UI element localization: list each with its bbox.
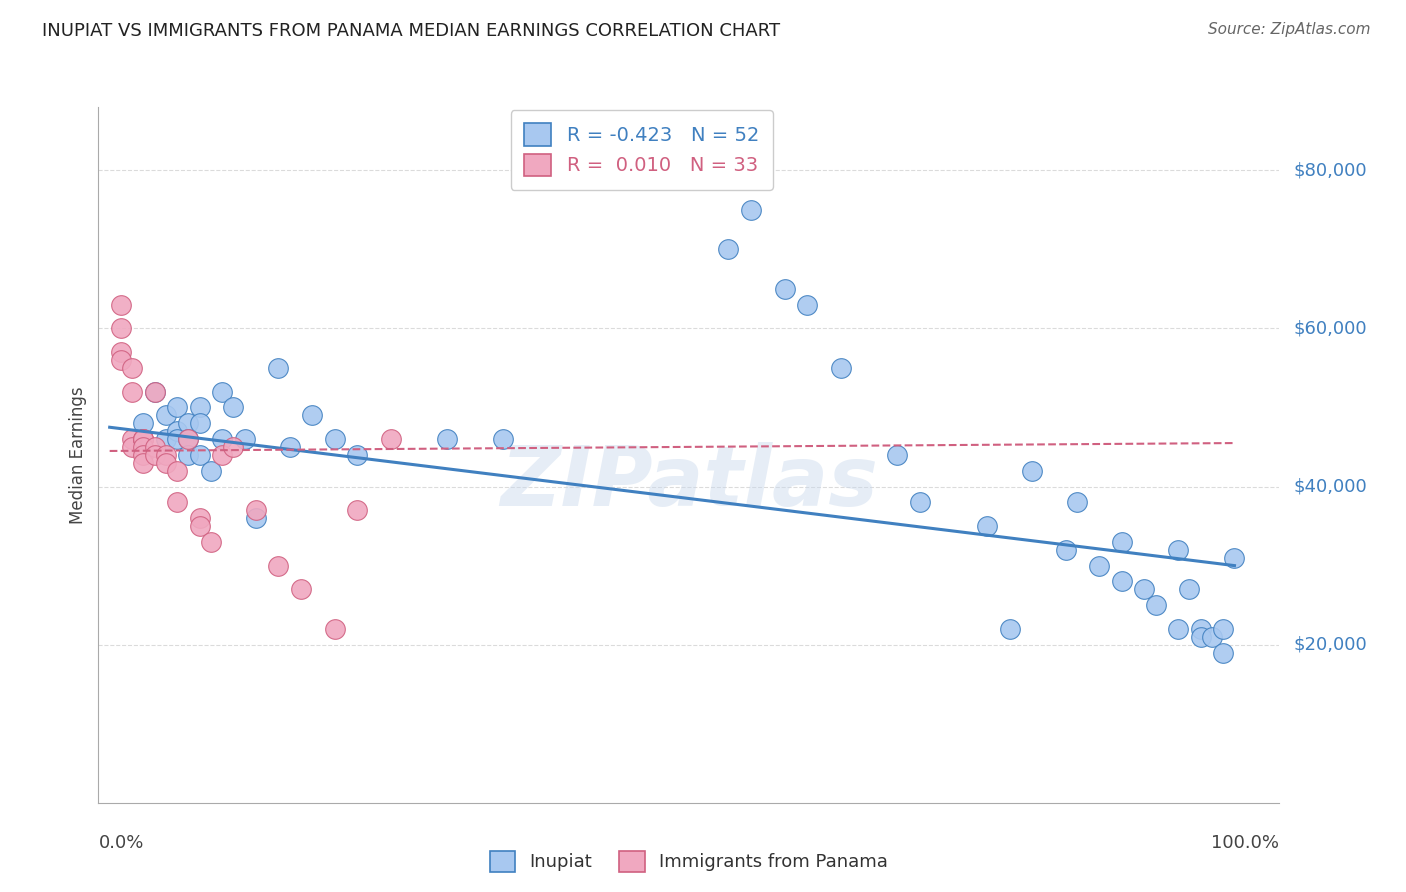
Point [211, 448, 233, 462]
Point [110, 321, 132, 335]
Point [1144, 598, 1167, 612]
Point [132, 432, 155, 446]
Point [323, 432, 346, 446]
Point [1212, 646, 1234, 660]
Point [166, 432, 188, 446]
Point [155, 456, 177, 470]
Text: 100.0%: 100.0% [1212, 834, 1279, 852]
Point [155, 409, 177, 423]
Point [132, 417, 155, 431]
Point [998, 622, 1021, 636]
Point [976, 519, 998, 533]
Point [177, 432, 200, 446]
Point [143, 384, 166, 399]
Point [245, 503, 267, 517]
Point [166, 424, 188, 438]
Point [121, 440, 143, 454]
Text: $80,000: $80,000 [1294, 161, 1367, 179]
Point [1201, 630, 1223, 644]
Point [830, 361, 852, 376]
Point [188, 519, 211, 533]
Text: INUPIAT VS IMMIGRANTS FROM PANAMA MEDIAN EARNINGS CORRELATION CHART: INUPIAT VS IMMIGRANTS FROM PANAMA MEDIAN… [42, 22, 780, 40]
Y-axis label: Median Earnings: Median Earnings [69, 386, 87, 524]
Point [773, 282, 796, 296]
Point [1189, 622, 1212, 636]
Text: Source: ZipAtlas.com: Source: ZipAtlas.com [1208, 22, 1371, 37]
Point [1088, 558, 1111, 573]
Point [1111, 574, 1133, 589]
Point [132, 440, 155, 454]
Point [1167, 542, 1189, 557]
Point [222, 401, 245, 415]
Point [121, 384, 143, 399]
Point [166, 464, 188, 478]
Point [1178, 582, 1201, 597]
Point [492, 432, 515, 446]
Point [132, 432, 155, 446]
Point [1189, 630, 1212, 644]
Point [1223, 550, 1246, 565]
Point [166, 495, 188, 509]
Point [908, 495, 931, 509]
Point [1133, 582, 1156, 597]
Text: $40,000: $40,000 [1294, 477, 1367, 496]
Point [380, 432, 402, 446]
Point [1054, 542, 1077, 557]
Point [143, 384, 166, 399]
Point [301, 409, 323, 423]
Point [211, 432, 233, 446]
Point [132, 432, 155, 446]
Point [740, 202, 762, 217]
Point [200, 464, 222, 478]
Point [222, 440, 245, 454]
Point [177, 448, 200, 462]
Point [346, 448, 368, 462]
Point [132, 456, 155, 470]
Point [110, 345, 132, 359]
Point [267, 361, 290, 376]
Point [177, 432, 200, 446]
Point [200, 535, 222, 549]
Point [188, 448, 211, 462]
Point [211, 384, 233, 399]
Point [110, 298, 132, 312]
Point [121, 361, 143, 376]
Point [436, 432, 458, 446]
Point [278, 440, 301, 454]
Point [1111, 535, 1133, 549]
Point [188, 401, 211, 415]
Text: $60,000: $60,000 [1294, 319, 1367, 337]
Point [346, 503, 368, 517]
Point [155, 448, 177, 462]
Text: $20,000: $20,000 [1294, 636, 1367, 654]
Point [245, 511, 267, 525]
Point [143, 440, 166, 454]
Point [188, 417, 211, 431]
Point [796, 298, 818, 312]
Point [267, 558, 290, 573]
Point [132, 448, 155, 462]
Text: 0.0%: 0.0% [98, 834, 143, 852]
Text: ZIPatlas: ZIPatlas [501, 442, 877, 524]
Point [177, 417, 200, 431]
Point [1212, 622, 1234, 636]
Point [717, 243, 740, 257]
Point [143, 448, 166, 462]
Point [323, 622, 346, 636]
Point [1167, 622, 1189, 636]
Point [290, 582, 312, 597]
Legend: Inupiat, Immigrants from Panama: Inupiat, Immigrants from Panama [477, 838, 901, 884]
Point [1021, 464, 1043, 478]
Point [886, 448, 908, 462]
Point [1066, 495, 1088, 509]
Point [233, 432, 256, 446]
Point [155, 432, 177, 446]
Point [110, 353, 132, 368]
Point [188, 511, 211, 525]
Point [166, 401, 188, 415]
Point [121, 432, 143, 446]
